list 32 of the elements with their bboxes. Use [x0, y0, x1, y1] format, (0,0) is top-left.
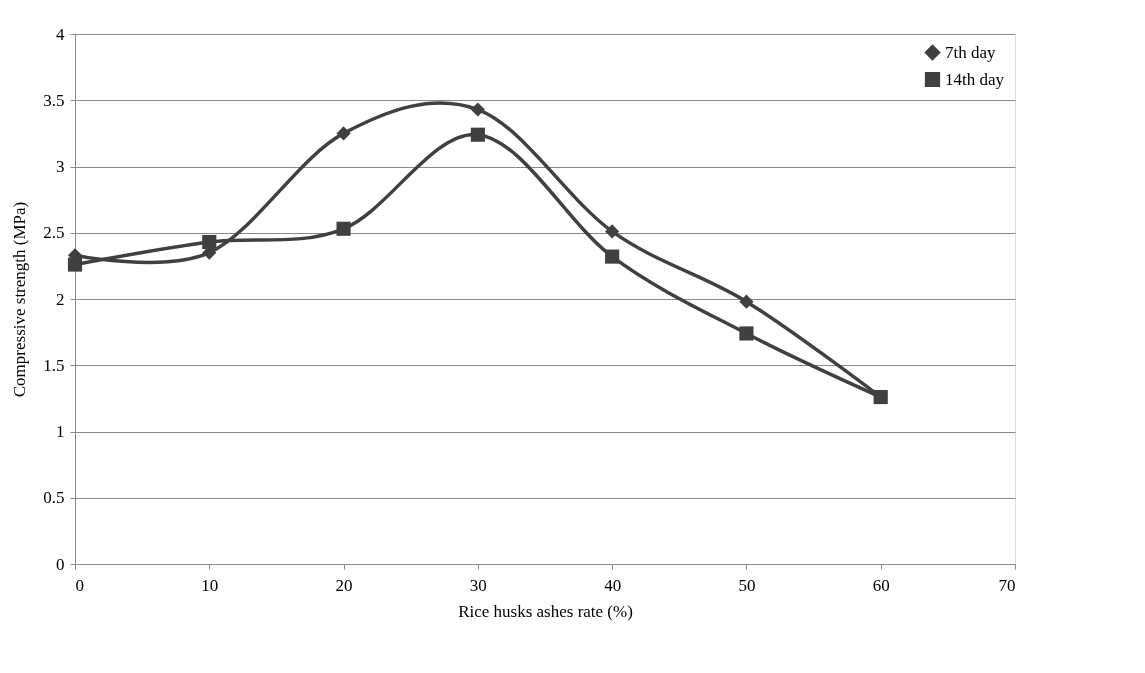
y-tick-label: 1: [56, 422, 65, 441]
y-tick-label: 3.5: [43, 90, 65, 110]
y-tick-label: 2: [56, 289, 65, 309]
x-tick-label: 40: [604, 575, 622, 595]
x-tick-label: 60: [872, 575, 890, 595]
y-axis-title: Compressive strength (MPa): [10, 201, 30, 398]
legend-label: 7th day: [945, 42, 997, 62]
x-axis-title: Rice husks ashes rate (%): [458, 601, 633, 621]
point: [605, 249, 620, 264]
x-tick-label: 70: [998, 575, 1016, 595]
point: [336, 126, 351, 141]
y-tick-label: 0: [56, 554, 65, 574]
point: [739, 326, 754, 341]
x-tick-label: 0: [75, 575, 84, 595]
x-tick-label: 20: [335, 575, 353, 595]
point: [470, 127, 485, 142]
point: [67, 257, 83, 272]
point: [470, 102, 485, 117]
y-tick-label: 4: [56, 24, 65, 44]
y-tick-label: 3: [56, 157, 65, 176]
y-tick-label: 0.5: [43, 488, 65, 508]
x-tick-label: 30: [469, 575, 487, 595]
point: [605, 224, 620, 239]
point: [336, 221, 351, 236]
x-tick-label: 10: [201, 575, 219, 595]
y-tick-label: 1.5: [43, 355, 65, 375]
point: [873, 389, 888, 405]
y-tick-label: 2.5: [43, 223, 65, 243]
legend-label: 14th day: [945, 69, 1005, 89]
x-tick-label: 50: [738, 575, 756, 595]
point: [202, 234, 217, 250]
point: [739, 294, 754, 309]
